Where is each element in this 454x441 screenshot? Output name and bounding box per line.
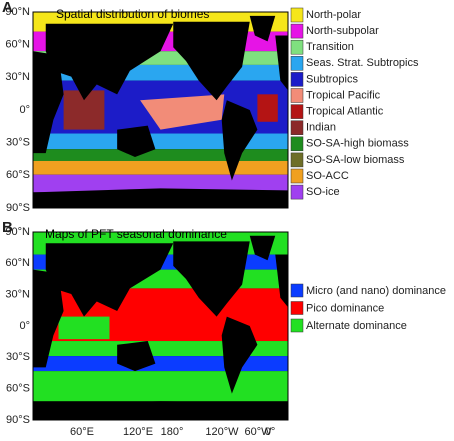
land xyxy=(173,241,250,317)
land xyxy=(33,401,288,420)
legend-swatch xyxy=(290,301,304,315)
x-tick-label: 120°E xyxy=(123,426,153,438)
land xyxy=(117,125,156,158)
map xyxy=(32,11,289,209)
legend-label: SO-SA-low biomass xyxy=(306,154,405,166)
legend-swatch xyxy=(290,120,304,135)
legend-label: Alternate dominance xyxy=(306,320,407,332)
land xyxy=(33,269,64,368)
legend-swatch xyxy=(290,72,304,87)
legend-swatch xyxy=(290,104,304,119)
land xyxy=(221,316,258,394)
legend-label: Subtropics xyxy=(306,73,358,85)
land xyxy=(45,243,174,317)
legend-label: Pico dominance xyxy=(306,302,384,314)
map-region xyxy=(58,316,110,340)
y-tick-label: 0° xyxy=(19,320,30,332)
y-tick-label: 60°S xyxy=(6,169,30,181)
panel-label: B xyxy=(2,219,13,236)
x-tick-label: 120°W xyxy=(205,426,239,438)
x-tick-label: 60°E xyxy=(70,426,94,438)
y-tick-label: 60°N xyxy=(5,257,30,269)
map-region xyxy=(33,160,288,175)
panel-title: Maps of PFT seasonal dominance xyxy=(45,227,227,241)
legend-swatch xyxy=(290,56,304,71)
land xyxy=(275,254,288,308)
land xyxy=(45,23,174,101)
legend-label: Seas. Strat. Subtropics xyxy=(306,57,419,69)
x-tick-label: 180° xyxy=(161,426,184,438)
land xyxy=(117,341,156,372)
y-tick-label: 0° xyxy=(19,104,30,116)
land xyxy=(33,51,64,154)
y-tick-label: 90°N xyxy=(5,226,30,238)
panel-title: Spatial distribution of biomes xyxy=(56,7,209,21)
legend-label: SO-ice xyxy=(306,186,340,198)
y-tick-label: 60°N xyxy=(5,39,30,51)
land xyxy=(221,100,258,181)
legend-label: Micro (and nano) dominance xyxy=(306,285,446,297)
legend-swatch xyxy=(290,184,304,200)
y-tick-label: 90°N xyxy=(5,6,30,18)
map-region xyxy=(257,94,278,122)
y-tick-label: 30°N xyxy=(5,71,30,83)
y-tick-label: 90°S xyxy=(6,414,30,426)
legend-label: North-polar xyxy=(306,9,361,21)
map-frame xyxy=(32,11,289,209)
legend-swatch xyxy=(290,152,304,168)
x-tick-label: 60°W xyxy=(244,426,272,438)
legend-label: Tropical Atlantic xyxy=(306,106,384,118)
y-tick-label: 60°S xyxy=(6,383,30,395)
y-tick-label: 30°S xyxy=(6,137,30,149)
map-region xyxy=(33,356,288,372)
legend-swatch xyxy=(290,88,304,103)
legend-swatch xyxy=(290,318,304,333)
legend-label: Tropical Pacific xyxy=(306,89,381,101)
legend-label: Transition xyxy=(306,41,354,53)
y-tick-label: 90°S xyxy=(6,202,30,214)
map-region xyxy=(33,371,288,402)
legend-swatch xyxy=(290,23,304,39)
land xyxy=(249,235,276,261)
land xyxy=(173,21,250,101)
y-tick-label: 30°S xyxy=(6,351,30,363)
legend-swatch xyxy=(290,283,304,298)
legend-swatch xyxy=(290,168,304,184)
legend-swatch xyxy=(290,7,304,23)
map-region xyxy=(140,94,225,130)
x-tick-label: 0° xyxy=(265,426,276,438)
panel-label: A xyxy=(2,0,13,16)
map-region xyxy=(33,174,288,193)
y-tick-label: 30°N xyxy=(5,289,30,301)
legend-label: SO-ACC xyxy=(306,170,349,182)
legend-label: North-subpolar xyxy=(306,25,379,37)
map xyxy=(32,231,289,421)
map-region xyxy=(33,149,288,161)
legend-label: SO-SA-high biomass xyxy=(306,138,409,150)
land xyxy=(33,188,288,208)
legend-swatch xyxy=(290,136,304,152)
map-frame xyxy=(32,231,289,421)
land xyxy=(275,35,288,91)
land xyxy=(249,15,276,42)
legend-swatch xyxy=(290,39,304,55)
legend-label: Indian xyxy=(306,122,336,134)
